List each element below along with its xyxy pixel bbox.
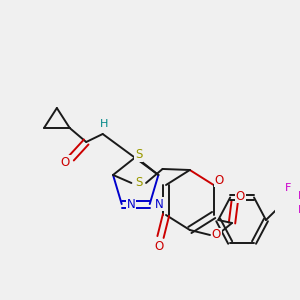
Text: O: O (154, 239, 163, 253)
Text: O: O (236, 190, 245, 202)
Text: O: O (214, 173, 224, 187)
Text: O: O (212, 229, 221, 242)
Text: S: S (135, 148, 142, 161)
Text: N: N (154, 197, 163, 211)
Text: F: F (285, 183, 291, 193)
Text: N: N (127, 197, 135, 211)
Text: F: F (298, 205, 300, 215)
Text: S: S (135, 176, 142, 190)
Text: O: O (61, 155, 70, 169)
Text: H: H (100, 119, 109, 129)
Text: F: F (298, 191, 300, 201)
